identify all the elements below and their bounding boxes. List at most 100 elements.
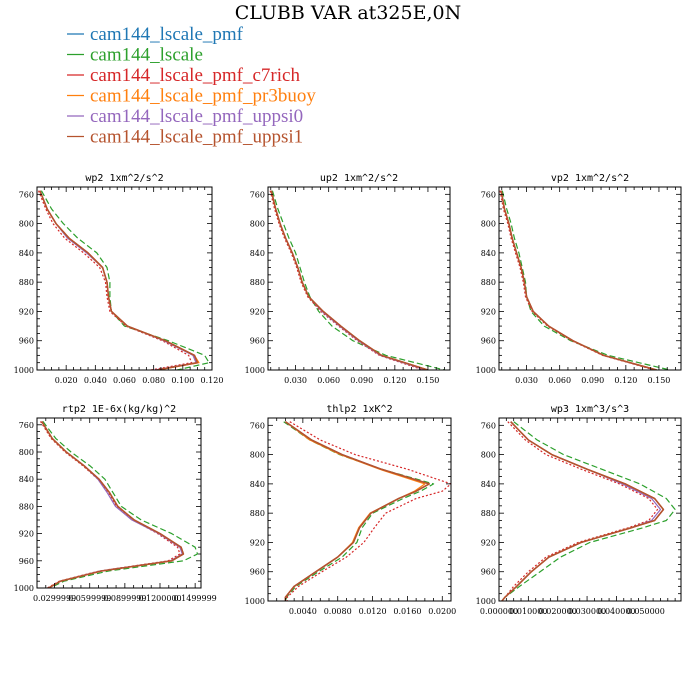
series-line-0-5 [39,190,199,370]
ytick-label-0-3: 880 [19,278,34,287]
legend-label-3: cam144_lscale_pmf_pr3buoy [90,86,316,107]
series-line-0-1 [40,190,210,370]
legend-label-4: cam144_lscale_pmf_uppsi0 [90,106,303,127]
xtick-label-1-1: 0.060 [317,376,340,385]
series-line-1-0 [270,190,429,370]
series-line-4-2 [286,421,451,601]
ytick-label-5-6: 1000 [476,597,496,606]
ytick-label-4-5: 960 [250,568,265,577]
series-line-3-0 [41,421,184,588]
panel-2: vp2 1xm^2/s^2 760 800 840 880 920 960 1000 0.030… [476,173,682,385]
xtick-label-0-0: 0.020 [55,376,78,385]
panel-5: wp3 1xm^3/s^3 760 800 840 880 920 960 10000.000… [476,404,682,616]
ytick-label-0-5: 960 [19,337,34,346]
ytick-label-5-2: 840 [481,480,496,489]
chart-panels: wp2 1xm^2/s^2 760 800 840 880 920 960 1000 0.020… [14,173,682,616]
panel-frame-4 [267,417,452,602]
ytick-label-5-1: 800 [481,451,496,460]
ytick-label-3-0: 760 [19,421,34,430]
legend: cam144_lscale_pmfcam144_lscalecam144_lsc… [67,24,316,148]
panel-title-1: up2 1xm^2/s^2 [320,173,398,184]
xtick-label-5-3: 0.030000 [568,607,606,616]
ytick-label-2-6: 1000 [476,366,496,375]
xtick-label-4-4: 0.0200 [428,607,456,616]
series-line-2-2 [499,190,655,370]
legend-label-2: cam144_lscale_pmf_c7rich [90,65,300,86]
xtick-label-0-2: 0.060 [113,376,136,385]
ytick-label-4-3: 880 [250,509,265,518]
xtick-label-1-0: 0.030 [284,376,307,385]
series-line-5-5 [501,421,665,601]
xtick-label-1-2: 0.090 [350,376,373,385]
xtick-label-5-1: 0.010000 [509,607,547,616]
series-line-5-4 [501,421,662,601]
series-line-1-2 [269,190,424,370]
panel-title-5: wp3 1xm^3/s^3 [551,404,629,415]
ytick-label-4-0: 760 [250,421,265,430]
ytick-label-1-4: 920 [250,307,265,316]
xtick-label-2-3: 0.120 [614,376,637,385]
xtick-label-0-5: 0.120 [201,376,224,385]
panel-title-4: thlp2 1xK^2 [326,404,392,415]
ytick-label-4-6: 1000 [245,597,265,606]
legend-label-1: cam144_lscale [90,45,203,66]
series-line-5-3 [501,421,665,601]
ytick-label-5-4: 920 [481,538,496,547]
xtick-label-0-1: 0.040 [84,376,107,385]
ytick-label-4-1: 800 [250,451,265,460]
ytick-label-1-5: 960 [250,337,265,346]
series-line-5-2 [501,421,659,601]
xtick-label-1-3: 0.120 [383,376,406,385]
xtick-label-5-2: 0.020000 [539,607,577,616]
xtick-label-0-4: 0.100 [171,376,194,385]
ytick-label-3-1: 800 [19,448,34,457]
series-line-4-0 [284,421,430,601]
xtick-label-3-4: 0.1499999 [174,594,217,603]
panel-title-3: rtp2 1E-6x(kg/kg)^2 [62,404,176,415]
xtick-label-2-0: 0.030 [515,376,538,385]
ytick-label-4-4: 920 [250,538,265,547]
xtick-label-2-1: 0.060 [548,376,571,385]
xtick-label-4-3: 0.0160 [393,607,421,616]
series-line-4-4 [284,421,430,601]
xtick-label-5-5: 0.050000 [627,607,665,616]
series-line-1-3 [270,190,429,370]
series-line-4-5 [284,421,431,601]
ytick-label-2-5: 960 [481,337,496,346]
xtick-label-4-0: 0.0040 [289,607,317,616]
panel-3: rtp2 1E-6x(kg/kg)^2 760 800 840 880 920 960 100… [14,404,217,603]
ytick-label-3-4: 920 [19,530,34,539]
series-line-2-1 [501,190,671,370]
series-line-3-5 [41,420,185,588]
series-line-1-5 [270,190,429,370]
series-line-2-5 [500,190,657,370]
series-line-0-4 [39,190,197,370]
series-line-3-1 [42,421,199,588]
ytick-label-1-6: 1000 [245,366,265,375]
figure-title: CLUBB VAR at325E,0N [235,2,461,24]
panel-frame-3 [36,417,202,589]
ytick-label-3-5: 960 [19,557,34,566]
xtick-label-3-3: 0.1200000 [138,594,181,603]
series-line-1-4 [270,190,426,370]
ytick-label-1-1: 800 [250,220,265,229]
xtick-label-1-4: 0.150 [416,376,439,385]
ytick-label-1-3: 880 [250,278,265,287]
ytick-label-0-6: 1000 [14,366,34,375]
xtick-label-3-1: 0.0599999 [68,594,111,603]
series-line-3-3 [41,421,184,588]
xtick-label-5-0: 0.000000 [480,607,518,616]
ytick-label-2-2: 840 [481,249,496,258]
panel-0: wp2 1xm^2/s^2 760 800 840 880 920 960 1000 0.020… [14,173,224,385]
series-line-4-1 [283,421,435,601]
ytick-label-2-1: 800 [481,220,496,229]
xtick-label-5-4: 0.040000 [597,607,635,616]
xtick-label-2-4: 0.150 [647,376,670,385]
ytick-label-3-6: 1000 [14,584,34,593]
xtick-label-3-0: 0.0299999 [33,594,76,603]
panel-frame-1 [267,186,451,371]
ytick-label-2-3: 880 [481,278,496,287]
ytick-label-0-1: 800 [19,220,34,229]
xtick-label-4-1: 0.0080 [324,607,352,616]
